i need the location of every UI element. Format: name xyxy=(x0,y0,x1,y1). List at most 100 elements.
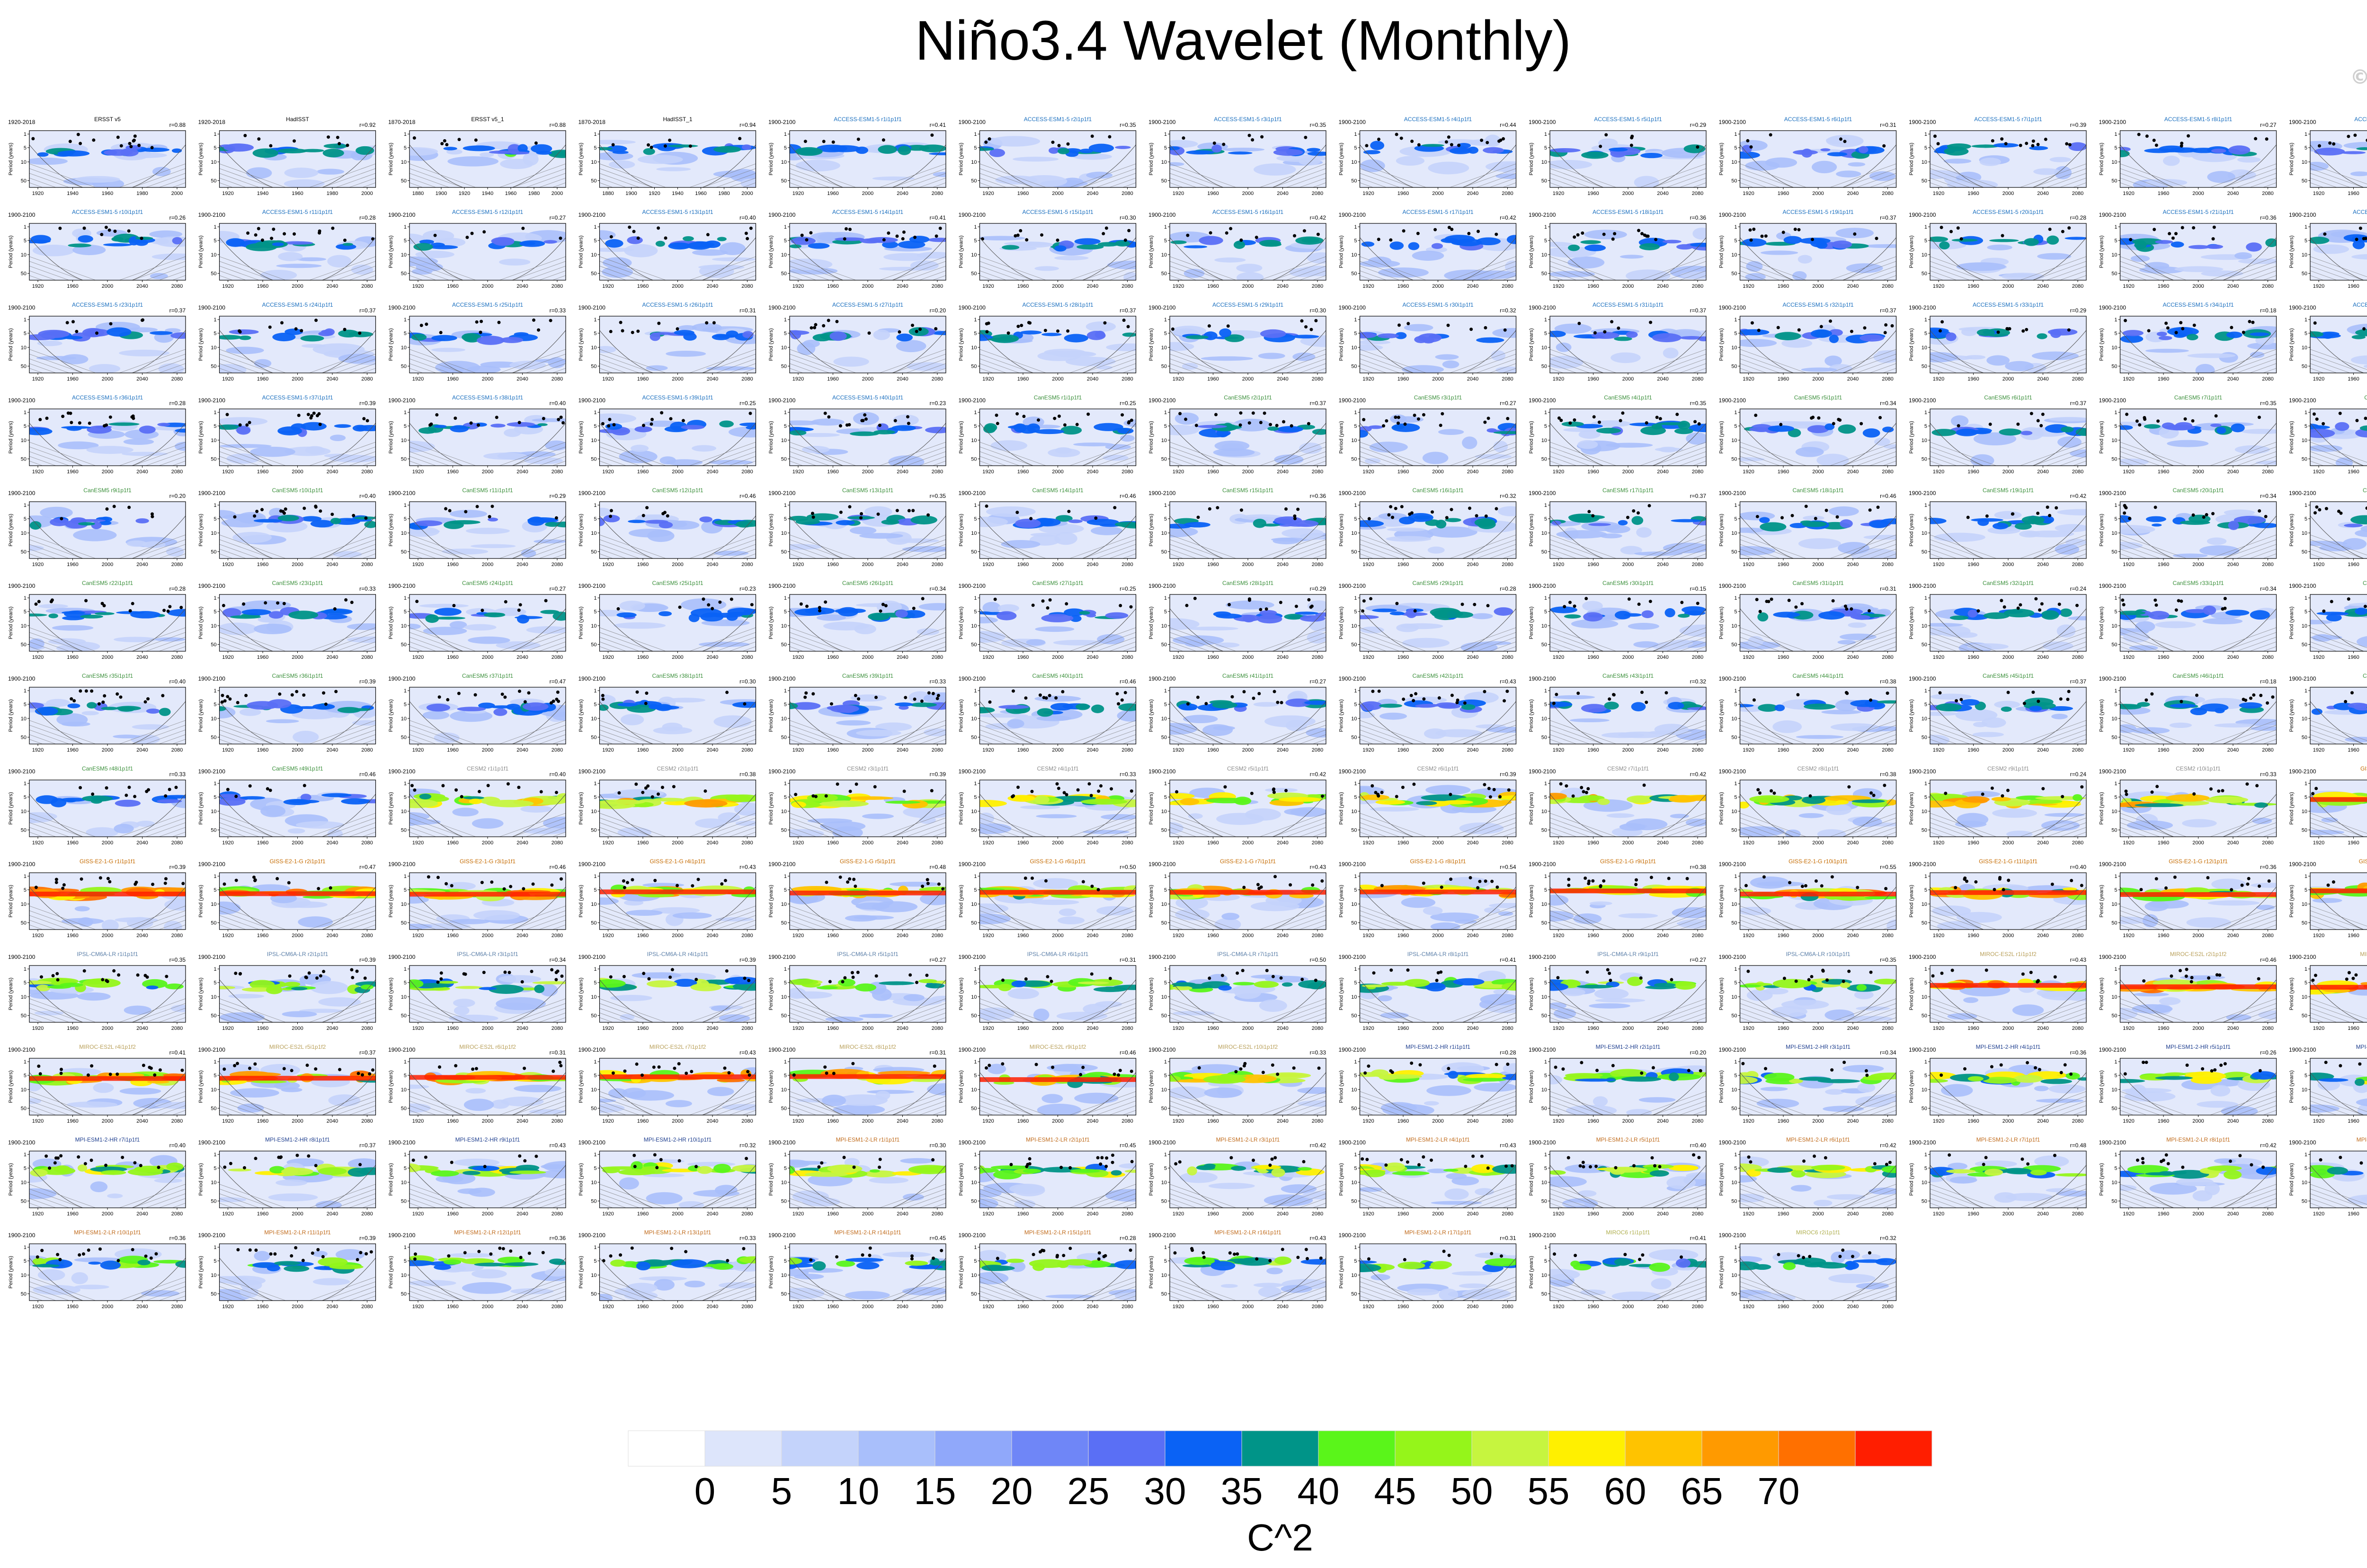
power-blob xyxy=(1987,244,2012,250)
significance-dot xyxy=(2202,515,2206,519)
y-axis-label: Period (years) xyxy=(198,142,204,175)
x-tick-label: 2000 xyxy=(1812,376,1824,382)
power-blob xyxy=(741,144,752,150)
power-blob xyxy=(296,257,327,261)
power-blob xyxy=(599,346,616,354)
significance-dot xyxy=(75,329,79,333)
power-blob xyxy=(226,453,260,464)
x-tick-label: 2000 xyxy=(1242,655,1254,660)
significance-dot xyxy=(895,234,899,238)
x-tick-label: 1960 xyxy=(67,562,78,567)
power-blob xyxy=(790,258,833,270)
power-blob xyxy=(57,150,90,157)
power-blob xyxy=(443,147,457,151)
significance-dot xyxy=(1959,237,1963,241)
y-tick-label: 1 xyxy=(24,503,27,508)
power-blob xyxy=(2310,237,2330,244)
x-tick-label: 1920 xyxy=(32,376,44,382)
significance-dot xyxy=(1632,509,1636,513)
significance-dot xyxy=(1817,416,1821,420)
coi-hatch xyxy=(1360,173,1400,187)
significance-dot xyxy=(2147,329,2151,333)
x-tick-label: 2000 xyxy=(1812,469,1824,475)
significance-dot xyxy=(1395,133,1398,136)
y-tick-label: 50 xyxy=(2111,457,2117,462)
significance-dot xyxy=(61,415,65,418)
power-blob xyxy=(656,167,691,171)
x-tick-label: 1960 xyxy=(257,655,268,660)
y-axis-label: Period (years) xyxy=(1909,421,1914,453)
significance-dot xyxy=(1239,238,1243,242)
power-blob xyxy=(1812,160,1837,174)
panel-time-range: 1900-2100 xyxy=(959,119,986,125)
power-blob xyxy=(1360,615,1379,620)
power-blob xyxy=(727,608,756,616)
significance-dot xyxy=(1413,609,1417,613)
x-tick-label: 2040 xyxy=(2037,562,2048,567)
y-tick-label: 10 xyxy=(591,252,596,258)
power-blob xyxy=(1742,145,1752,153)
x-tick-label: 2040 xyxy=(2227,562,2239,567)
cone-of-influence xyxy=(790,144,946,187)
significance-dot xyxy=(1028,321,1032,325)
power-blob xyxy=(434,608,462,616)
coi-hatch xyxy=(512,261,566,280)
coi-hatch xyxy=(2210,163,2277,187)
significance-dot xyxy=(660,411,664,415)
power-blob xyxy=(87,425,112,434)
power-blob xyxy=(157,423,170,426)
y-tick-label: 1 xyxy=(1734,410,1737,416)
x-tick-label: 2080 xyxy=(1121,191,1133,196)
significance-dot xyxy=(2021,329,2025,333)
x-tick-label: 2040 xyxy=(1657,469,1668,475)
y-axis-label: Period (years) xyxy=(1719,421,1725,453)
y-tick-label: 5 xyxy=(1544,145,1547,151)
power-blob xyxy=(50,518,69,526)
power-blob xyxy=(1123,419,1136,427)
power-blob xyxy=(2155,240,2173,244)
significance-dot xyxy=(1752,227,1756,231)
panel-member-label: CanESM5 r16i1p1f1 xyxy=(1412,487,1463,494)
significance-dot xyxy=(1417,143,1421,147)
significance-dot xyxy=(331,226,335,230)
power-blob xyxy=(2231,423,2245,433)
x-tick-label: 1920 xyxy=(32,562,44,567)
x-tick-label: 2080 xyxy=(1121,655,1133,660)
y-tick-label: 50 xyxy=(971,364,977,370)
y-tick-label: 1 xyxy=(1734,132,1737,137)
panel-background xyxy=(1550,409,1706,466)
power-blob xyxy=(1604,525,1630,533)
x-tick-label: 1960 xyxy=(67,655,78,660)
y-tick-label: 10 xyxy=(1922,252,1927,258)
y-tick-label: 50 xyxy=(1351,549,1357,555)
significance-dot xyxy=(151,515,154,519)
panel-correlation: r=0.26 xyxy=(169,214,186,221)
panel-correlation: r=0.23 xyxy=(739,585,756,592)
power-blob xyxy=(833,356,869,367)
power-blob xyxy=(898,240,925,249)
y-tick-label: 5 xyxy=(1164,145,1167,151)
significance-dot xyxy=(1225,231,1228,235)
y-tick-label: 1 xyxy=(784,410,787,416)
y-tick-label: 50 xyxy=(2111,549,2117,555)
significance-dot xyxy=(1036,418,1040,422)
significance-dot xyxy=(748,411,752,415)
panel-correlation: r=0.94 xyxy=(739,122,756,128)
x-tick-label: 1920 xyxy=(1173,191,1184,196)
x-tick-label: 2000 xyxy=(1622,191,1634,196)
y-tick-label: 5 xyxy=(214,424,216,429)
power-blob xyxy=(2047,235,2059,245)
coi-hatch xyxy=(349,270,376,280)
panel-background xyxy=(599,502,756,558)
significance-dot xyxy=(100,233,104,237)
power-blob xyxy=(493,237,515,246)
significance-dot xyxy=(1839,137,1842,141)
y-tick-label: 1 xyxy=(2114,410,2117,416)
panel-time-range: 1900-2100 xyxy=(2289,212,2316,218)
significance-dot xyxy=(1259,421,1263,425)
power-blob xyxy=(1427,546,1445,554)
y-tick-label: 5 xyxy=(974,331,977,337)
power-blob xyxy=(714,550,749,556)
x-tick-label: 1920 xyxy=(1933,469,1944,475)
significance-dot xyxy=(315,414,319,417)
